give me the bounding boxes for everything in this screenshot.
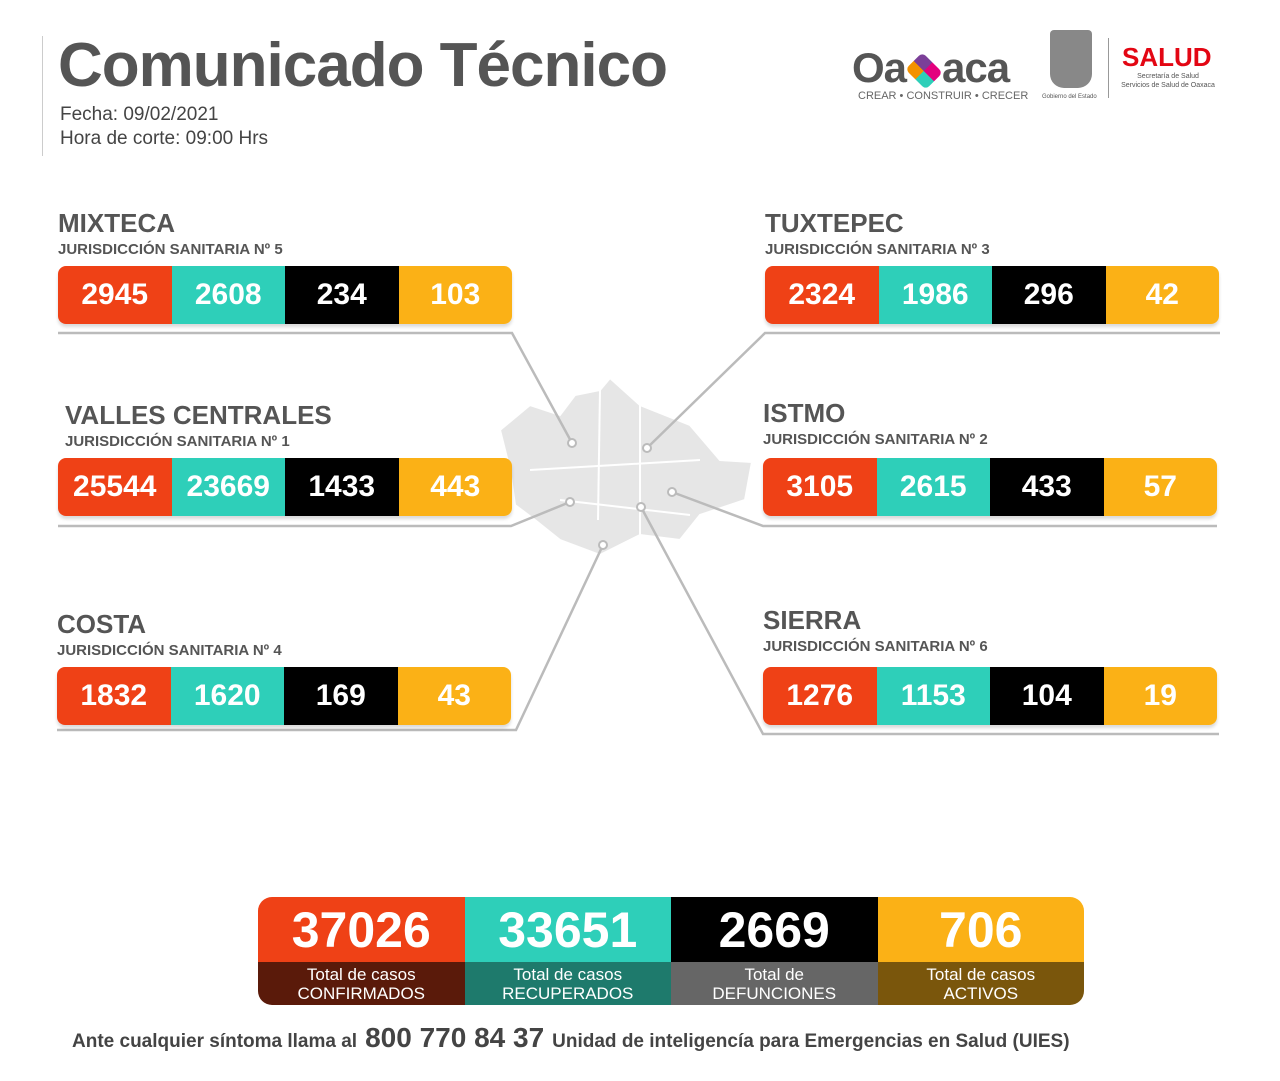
oaxaca-tagline: CREAR • CONSTRUIR • CRECER: [858, 90, 1029, 102]
coat-of-arms-icon: [1050, 30, 1092, 88]
case-count: 3105: [763, 458, 877, 516]
region-tuxtepec: TUXTEPEC JURISDICCIÓN SANITARIA Nº 3 2324…: [765, 208, 1219, 324]
totals-panel: 37026 Total de casos CONFIRMADOS 33651 Tota…: [258, 897, 1084, 1005]
case-count: 103: [398, 266, 512, 324]
case-count: 57: [1103, 458, 1217, 516]
total-recuperados: 33651 Total de casos RECUPERADOS: [464, 897, 671, 1005]
case-count: 2608: [171, 266, 285, 324]
case-count: 43: [397, 667, 511, 725]
case-count: 1433: [285, 458, 399, 516]
salud-subtitle: Secretaría de Salud Servicios de Salud de…: [1121, 73, 1215, 89]
case-count: 25544: [58, 458, 172, 516]
case-count: 1986: [878, 266, 992, 324]
case-count: 1276: [763, 667, 877, 725]
region-sierra: SIERRA JURISDICCIÓN SANITARIA Nº 6 1276 11…: [763, 605, 1217, 725]
gobierno-label: Gobierno del Estado: [1042, 94, 1097, 100]
state-shape: [498, 376, 754, 557]
hotline-number: 800 770 84 37: [365, 1022, 545, 1053]
case-count: 234: [285, 266, 399, 324]
oaxaca-logo: Oa aca: [852, 44, 1010, 91]
salud-logo: SALUD: [1122, 42, 1212, 72]
case-count: 42: [1105, 266, 1219, 324]
total-activos: 706 Total de casos ACTIVOS: [877, 897, 1084, 1005]
case-count: 433: [990, 458, 1104, 516]
case-count: 1153: [876, 667, 990, 725]
region-costa: COSTA JURISDICCIÓN SANITARIA Nº 4 1832 162…: [57, 609, 511, 725]
case-count: 104: [990, 667, 1104, 725]
case-count: 2324: [765, 266, 879, 324]
case-count: 169: [284, 667, 398, 725]
region-valles-centrales: VALLES CENTRALES JURISDICCIÓN SANITARIA N…: [58, 400, 512, 516]
case-count: 2615: [876, 458, 990, 516]
total-confirmados: 37026 Total de casos CONFIRMADOS: [258, 897, 465, 1005]
footer: Ante cualquier síntoma llama al 800 770 8…: [72, 1022, 1070, 1053]
case-count: 1832: [57, 667, 171, 725]
case-count: 19: [1103, 667, 1217, 725]
case-count: 443: [398, 458, 512, 516]
case-count: 296: [992, 266, 1106, 324]
region-istmo: ISTMO JURISDICCIÓN SANITARIA Nº 2 3105 261…: [763, 398, 1217, 516]
divider: [42, 36, 43, 156]
case-count: 1620: [170, 667, 284, 725]
logo-divider: [1108, 38, 1109, 98]
region-mixteca: MIXTECA JURISDICCIÓN SANITARIA Nº 5 2945 2…: [58, 208, 512, 324]
case-count: 2945: [58, 266, 172, 324]
report-date: Fecha: 09/02/2021: [60, 104, 219, 125]
case-count: 23669: [171, 458, 285, 516]
total-defunciones: 2669 Total de DEFUNCIONES: [671, 897, 878, 1005]
page-title: Comunicado Técnico: [58, 31, 668, 100]
cutoff-time: Hora de corte: 09:00 Hrs: [60, 128, 269, 149]
